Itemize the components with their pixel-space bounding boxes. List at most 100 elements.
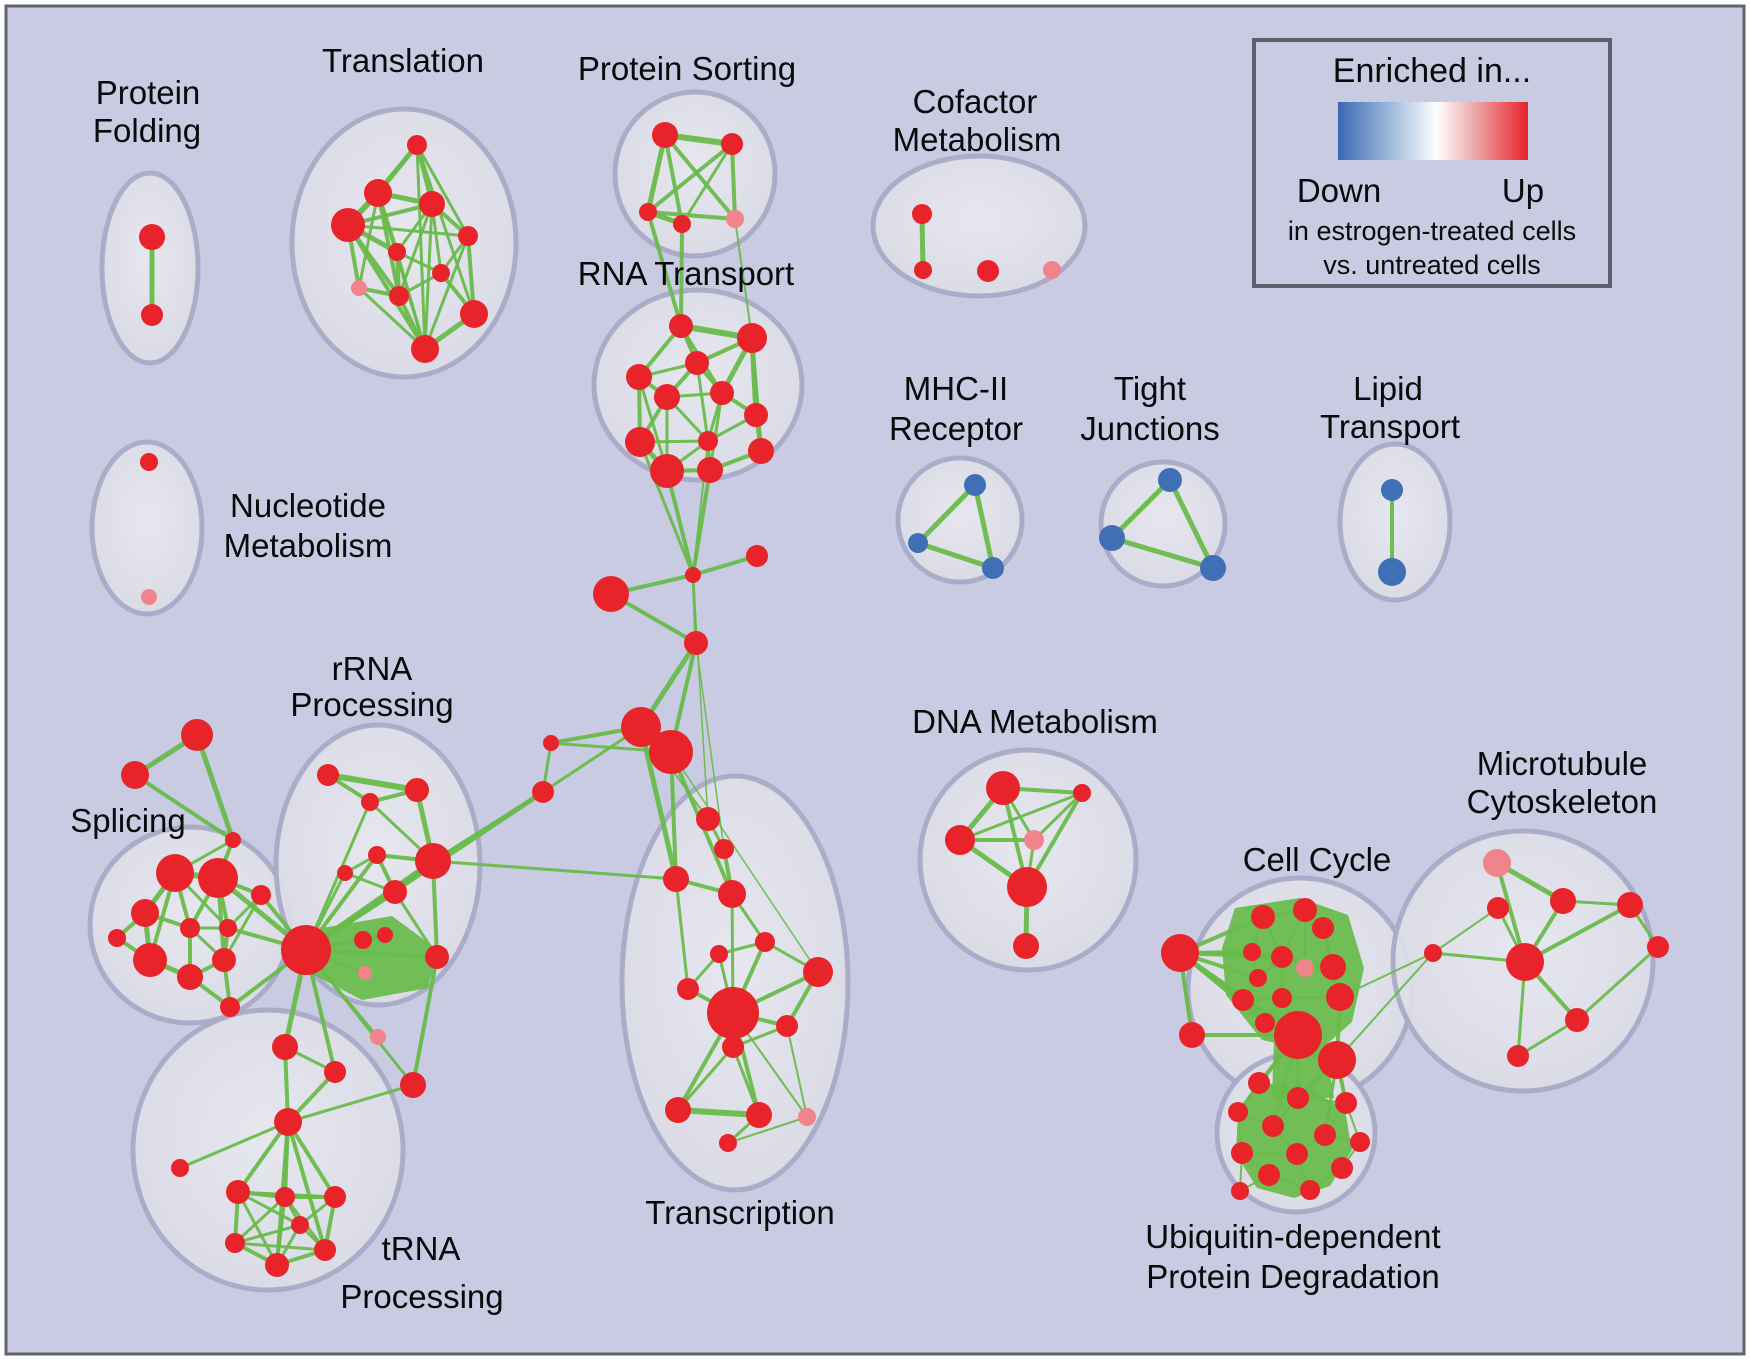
gene-set-node-U1 (1248, 1072, 1270, 1094)
gene-set-node-CC16 (1274, 1011, 1322, 1059)
enrichment-overlap-edge (357, 286, 427, 351)
gene-set-node-TR9 (707, 987, 759, 1039)
gene-set-node-A3 (225, 832, 241, 848)
legend-up-label: Up (1501, 172, 1545, 209)
enrichment-overlap-edge (431, 790, 545, 863)
gene-set-node-R7 (415, 843, 451, 879)
enrichment-overlap-edge (346, 223, 427, 351)
gene-set-node-D2 (945, 825, 975, 855)
cluster-label: Cytoskeleton (1467, 783, 1658, 820)
gene-set-node-TR3 (663, 866, 689, 892)
enrichment-overlap-edge (178, 1120, 290, 1170)
gene-set-node-TR2 (714, 839, 734, 859)
gene-set-node-T7 (432, 264, 450, 282)
enrichment-overlap-edge (194, 732, 236, 843)
gene-set-node-LT1 (1381, 479, 1403, 501)
gene-set-node-TR5 (755, 932, 775, 952)
gene-set-node-U13 (1231, 1182, 1249, 1200)
enrichment-overlap-edge (680, 142, 734, 226)
cluster-label: Metabolism (224, 527, 393, 564)
enrichment-overlap-edge (236, 1120, 290, 1194)
gene-set-node-X4 (171, 1159, 189, 1177)
legend-gradient-bar (1338, 102, 1528, 160)
gene-set-node-SN2 (532, 781, 554, 803)
gene-set-node-T2 (364, 179, 392, 207)
gene-set-node-TR11 (722, 1036, 744, 1058)
gene-set-node-M7 (1647, 936, 1669, 958)
gene-set-node-PS2 (721, 133, 743, 155)
legend-subtitle-line1: in estrogen-treated cells (1287, 216, 1577, 246)
gene-set-node-T8 (351, 280, 367, 296)
gene-set-node-RT12 (697, 457, 723, 483)
gene-set-node-T4 (331, 208, 365, 242)
legend-title: Enriched in... (1332, 52, 1532, 90)
enrichment-overlap-edge (646, 142, 734, 214)
enrichment-overlap-edge (415, 143, 476, 316)
gene-set-node-C3 (593, 576, 629, 612)
gene-set-node-CC1 (1161, 934, 1199, 972)
cluster-label: Translation (322, 42, 484, 79)
cluster-label: Transcription (645, 1194, 835, 1231)
gene-set-node-NM1 (140, 453, 158, 471)
gene-set-node-U7 (1350, 1132, 1370, 1152)
gene-set-node-U9 (1286, 1143, 1308, 1165)
gene-set-node-TR15 (719, 1134, 737, 1152)
gene-set-node-R9 (354, 931, 372, 949)
enrichment-overlap-edge (786, 1025, 808, 1118)
gene-set-node-R11 (425, 945, 449, 969)
cluster-label: Receptor (889, 410, 1023, 447)
gene-set-node-L10 (220, 997, 240, 1017)
gene-set-node-L9 (212, 948, 236, 972)
enrichment-overlap-edge (674, 877, 690, 991)
gene-set-node-N3 (324, 1186, 346, 1208)
gene-set-node-U4 (1228, 1102, 1248, 1122)
enrichment-overlap-edge (958, 791, 1084, 842)
enrichment-overlap-edge (1432, 907, 1499, 954)
cluster-label: Cofactor (913, 83, 1038, 120)
gene-set-node-L8 (177, 964, 203, 990)
enrichment-overlap-edge (670, 751, 819, 973)
gene-set-node-L3 (131, 899, 159, 927)
gene-set-node-M5 (1424, 944, 1442, 962)
gene-set-node-C2 (746, 545, 768, 567)
gene-set-node-CC17 (1318, 1041, 1356, 1079)
enrichment-overlap-edge (972, 482, 996, 571)
gene-set-node-CC9 (1249, 969, 1267, 987)
enrichment-overlap-edge (415, 143, 427, 351)
nodes-layer (108, 122, 1669, 1277)
enrichment-overlap-edge (679, 222, 684, 328)
gene-set-node-CC6 (1271, 946, 1293, 968)
gene-set-node-U3 (1335, 1092, 1357, 1114)
gene-set-node-D3 (1073, 784, 1091, 802)
gene-set-node-X1 (272, 1034, 298, 1060)
gene-set-node-R3 (405, 778, 429, 802)
cluster-mhc-ii-receptor (895, 455, 1025, 585)
enrichment-overlap-edge (915, 540, 996, 571)
enrichment-overlap-edge (423, 234, 470, 351)
enrichment-overlap-edge (1109, 477, 1173, 541)
enrichment-overlap-edge (1109, 535, 1216, 571)
enrichment-overlap-edge (222, 893, 263, 962)
cluster-label: Transport (1320, 408, 1460, 445)
legend-subtitle-line2: vs. untreated cells (1323, 250, 1541, 280)
gene-set-node-RT8 (625, 427, 655, 457)
gene-set-node-PS5 (726, 210, 744, 228)
cluster-cofactor-metabolism (870, 153, 1088, 299)
gene-set-node-H2 (649, 730, 693, 774)
cluster-label: Tight (1114, 370, 1186, 407)
enrichment-overlap-edge (727, 1116, 808, 1144)
gene-set-node-N7 (291, 1216, 309, 1234)
enrichment-overlap-edge (395, 250, 427, 351)
cluster-label: RNA Transport (578, 255, 794, 292)
cluster-label: Ubiquitin-dependent (1145, 1218, 1440, 1255)
enrichment-overlap-edge (303, 858, 436, 953)
cluster-label: DNA Metabolism (912, 703, 1158, 740)
cluster-label: Metabolism (893, 121, 1062, 158)
enrichment-overlap-edge (1339, 952, 1434, 998)
cluster-label: Junctions (1080, 410, 1219, 447)
cluster-label: Microtubule (1477, 745, 1648, 782)
cluster-label: Protein Degradation (1146, 1258, 1440, 1295)
gene-set-node-TR14 (798, 1108, 816, 1126)
gene-set-node-RT3 (685, 351, 709, 375)
